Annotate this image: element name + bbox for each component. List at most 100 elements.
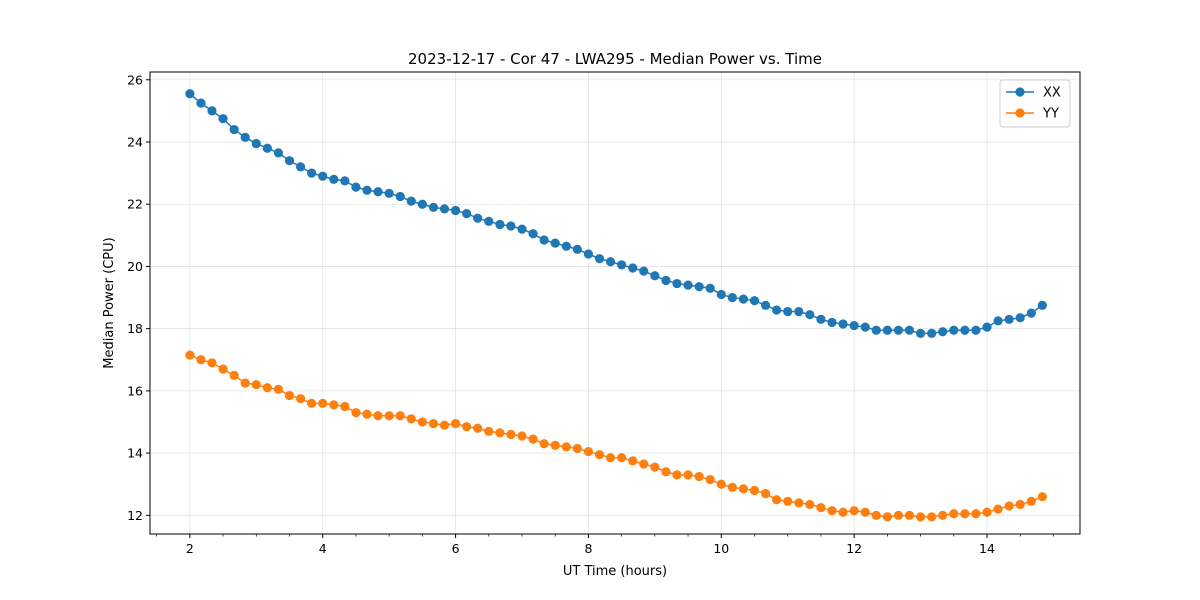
data-point-yy [617,453,627,463]
data-point-xx [329,174,339,184]
data-point-yy [329,400,339,410]
data-point-xx [517,224,527,234]
data-point-yy [384,411,394,421]
data-point-xx [295,162,306,172]
data-point-xx [816,314,826,324]
data-point-yy [428,418,439,429]
data-point-yy [495,428,505,438]
data-point-yy [351,408,361,418]
data-point-xx [439,204,450,214]
data-point-yy [307,398,317,408]
x-tick-label: 8 [584,541,592,556]
data-point-yy [749,485,760,496]
y-tick-label: 14 [127,446,143,461]
data-point-xx [450,205,461,216]
data-point-yy [240,378,250,388]
data-point-xx [406,196,416,206]
data-point-xx [960,325,970,335]
data-point-xx [251,138,261,149]
data-point-xx [462,208,472,219]
data-point-xx [1015,313,1025,323]
data-point-yy [1026,496,1036,506]
data-point-xx [417,199,427,209]
data-point-yy [373,411,383,421]
data-point-xx [428,202,439,212]
data-point-yy [683,470,693,480]
data-point-yy [938,510,948,520]
data-point-yy [284,390,295,401]
data-point-xx [594,254,605,264]
data-point-xx [727,292,737,303]
data-point-xx [307,168,317,178]
data-point-yy [594,450,605,460]
data-point-xx [1037,300,1047,310]
data-point-xx [893,325,904,335]
data-point-xx [738,294,749,304]
data-point-xx [550,238,560,248]
data-point-xx [783,306,793,317]
data-point-yy [218,364,228,374]
data-point-yy [207,358,217,368]
data-point-yy [915,512,926,522]
data-point-yy [672,470,682,480]
data-point-yy [639,459,649,469]
data-point-xx [1004,314,1014,324]
y-tick-label: 16 [127,383,143,398]
data-point-xx [484,216,494,226]
data-point-xx [927,328,937,338]
series-yy [185,350,1047,522]
data-point-yy [716,479,726,489]
data-point-xx [395,191,405,202]
data-point-yy [705,474,715,485]
data-point-xx [772,305,782,315]
data-point-yy [262,383,272,393]
data-point-xx [904,325,915,335]
x-tick-label: 12 [846,541,862,556]
data-point-xx [218,114,228,124]
legend-label-xx: XX [1043,86,1061,101]
data-point-yy [1015,499,1025,510]
y-tick-label: 20 [127,259,143,274]
data-point-xx [561,241,571,251]
data-point-yy [727,482,737,492]
data-point-yy [251,380,261,390]
data-point-yy [229,370,239,380]
x-tick-label: 2 [186,541,194,556]
data-point-xx [284,156,295,166]
data-point-xx [805,310,815,320]
data-point-xx [473,213,483,223]
data-point-xx [605,257,616,267]
data-point-yy [838,507,848,517]
data-point-xx [506,221,516,231]
data-point-yy [484,426,494,436]
data-point-yy [783,496,793,506]
data-point-yy [550,440,560,450]
data-point-xx [694,282,704,292]
data-point-yy [1004,501,1014,511]
data-point-yy [893,510,904,520]
data-point-yy [362,409,372,419]
data-point-yy [273,384,284,394]
y-tick-label: 24 [127,135,143,150]
data-point-xx [661,275,671,286]
data-point-xx [760,300,771,310]
data-point-yy [816,502,826,513]
y-tick-label: 18 [127,321,143,336]
data-point-yy [517,431,527,441]
data-point-xx [318,171,328,181]
y-tick-label: 22 [127,197,143,212]
grid-lines [150,72,1080,534]
data-point-yy [417,417,427,427]
data-point-yy [805,499,815,510]
data-point-xx [572,244,582,254]
data-point-xx [849,320,859,331]
x-tick-label: 6 [452,541,460,556]
data-point-xx [351,182,361,192]
data-point-xx [373,187,383,197]
x-tick-label: 14 [979,541,995,556]
data-point-yy [927,512,937,522]
data-point-xx [949,325,959,335]
chart-title: 2023-12-17 - Cor 47 - LWA295 - Median Po… [408,50,822,68]
data-point-yy [439,420,450,430]
